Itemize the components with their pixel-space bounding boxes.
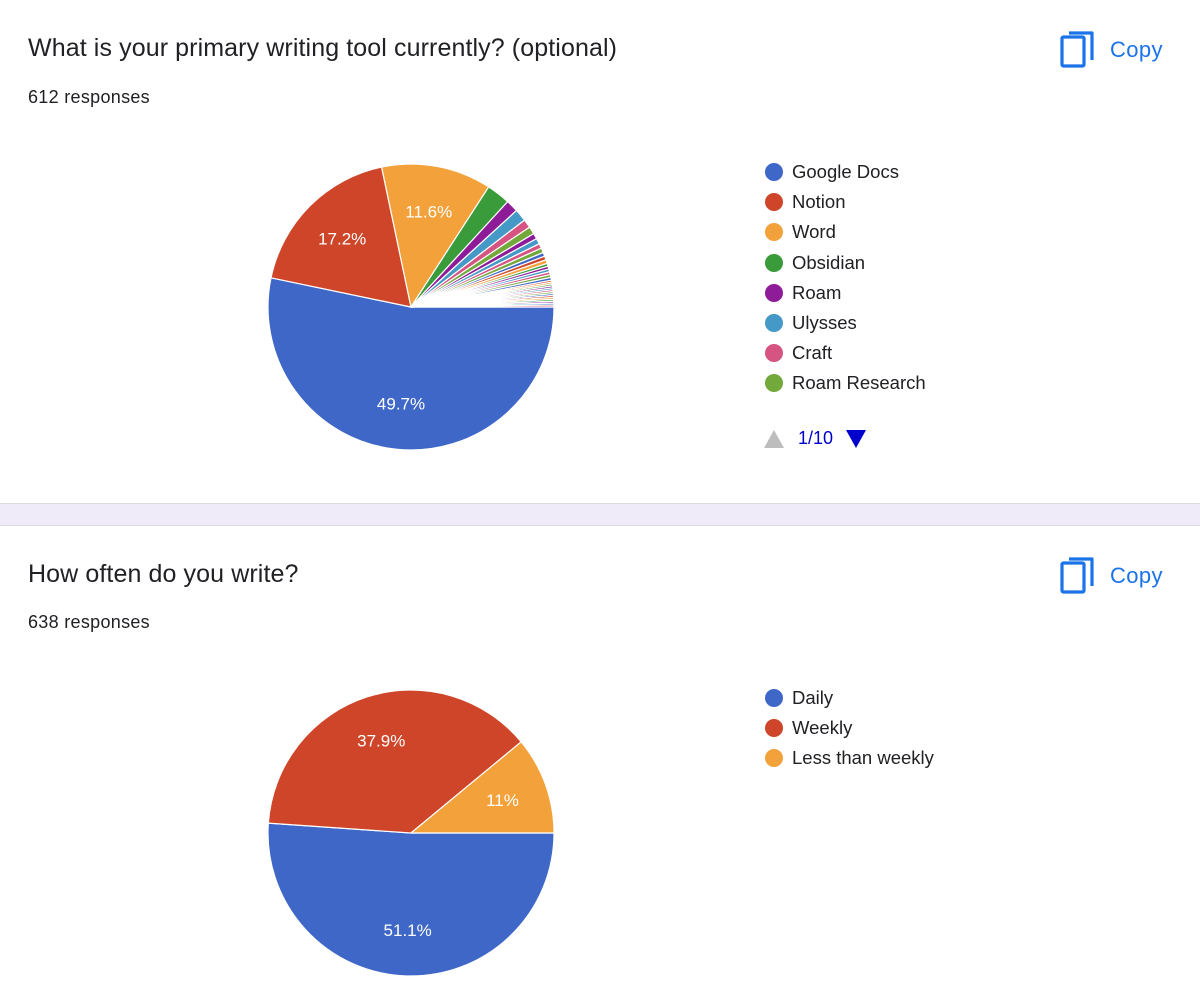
legend-swatch	[765, 253, 783, 272]
data-label-notion: 17.2%	[318, 229, 366, 248]
data-label-weekly: 37.9%	[357, 731, 405, 750]
legend-item-word: Word	[765, 217, 926, 247]
section-separator	[0, 503, 1200, 526]
legend-label: Less than weekly	[792, 747, 934, 769]
legend-label: Google Docs	[792, 161, 899, 183]
legend-item-daily: Daily	[765, 683, 934, 713]
legend-label: Weekly	[792, 717, 853, 739]
legend-swatch	[765, 223, 783, 242]
pie-chart-write-frequency: 51.1% 37.9% 11%	[267, 689, 555, 977]
legend-swatch	[765, 314, 783, 333]
legend-label: Craft	[792, 342, 833, 364]
legend-item-less-than-weekly: Less than weekly	[765, 743, 934, 773]
legend-swatch	[765, 344, 783, 363]
legend-label: Roam Research	[792, 372, 926, 394]
legend-label: Roam	[792, 281, 842, 303]
legend-item-craft: Craft	[765, 338, 926, 368]
pie-slice-word[interactable]	[380, 163, 490, 308]
triangle-up-icon[interactable]	[764, 429, 784, 448]
legend-swatch	[765, 749, 783, 768]
data-label-word: 11.6%	[405, 202, 452, 221]
legend-item-roam-research: Roam Research	[765, 368, 926, 398]
legend-swatch	[765, 374, 783, 393]
legend-swatch	[765, 719, 783, 738]
chart-legend: Google Docs Notion Word Obsidian Roam Ulysses…	[765, 157, 926, 399]
response-count: 638 responses	[28, 612, 150, 632]
legend-pager: 1/10	[764, 428, 867, 449]
pie-slice-weekly[interactable]	[267, 689, 522, 834]
legend-item-obsidian: Obsidian	[765, 248, 926, 278]
data-label-less-than-weekly: 11%	[486, 791, 519, 810]
copy-label: Copy	[1110, 563, 1163, 588]
pie-slice-google-docs[interactable]	[267, 277, 555, 451]
data-label-daily: 51.1%	[384, 921, 432, 940]
copy-button[interactable]: Copy	[1060, 28, 1172, 72]
legend-page-indicator: 1/10	[798, 428, 834, 448]
legend-swatch	[765, 283, 783, 302]
chart-legend: Daily Weekly Less than weekly	[765, 683, 934, 774]
copy-button[interactable]: Copy	[1060, 554, 1172, 598]
question-card-primary-tool: What is your primary writing tool curren…	[28, 28, 1172, 451]
copy-label: Copy	[1110, 37, 1163, 62]
legend-label: Notion	[792, 191, 846, 213]
pie-slice-notion[interactable]	[270, 166, 412, 308]
question-title: How often do you write?	[28, 560, 299, 588]
pie-slice-daily[interactable]	[267, 822, 555, 977]
copy-icon	[1060, 557, 1094, 594]
question-title: What is your primary writing tool curren…	[28, 34, 618, 62]
copy-icon	[1060, 31, 1094, 68]
response-count: 612 responses	[28, 87, 150, 107]
legend-item-google-docs: Google Docs	[765, 157, 926, 187]
pie-slice-other-27[interactable]	[410, 304, 555, 308]
legend-swatch	[765, 163, 783, 182]
legend-label: Word	[792, 221, 836, 243]
legend-swatch	[765, 193, 783, 212]
question-card-write-frequency: How often do you write? 638 responses Co…	[0, 526, 1200, 996]
legend-item-roam: Roam	[765, 278, 926, 308]
legend-label: Daily	[792, 687, 834, 709]
triangle-down-icon[interactable]	[846, 429, 867, 448]
pie-chart-primary-tool: 49.7% 17.2% 11.6%	[267, 163, 555, 451]
pie-slice-less-than-weekly[interactable]	[410, 741, 555, 834]
legend-label: Ulysses	[792, 312, 857, 334]
legend-item-weekly: Weekly	[765, 713, 934, 743]
legend-swatch	[765, 689, 783, 708]
legend-item-notion: Notion	[765, 187, 926, 217]
data-label-google-docs: 49.7%	[377, 395, 425, 414]
legend-label: Obsidian	[792, 251, 866, 273]
legend-item-ulysses: Ulysses	[765, 308, 926, 338]
